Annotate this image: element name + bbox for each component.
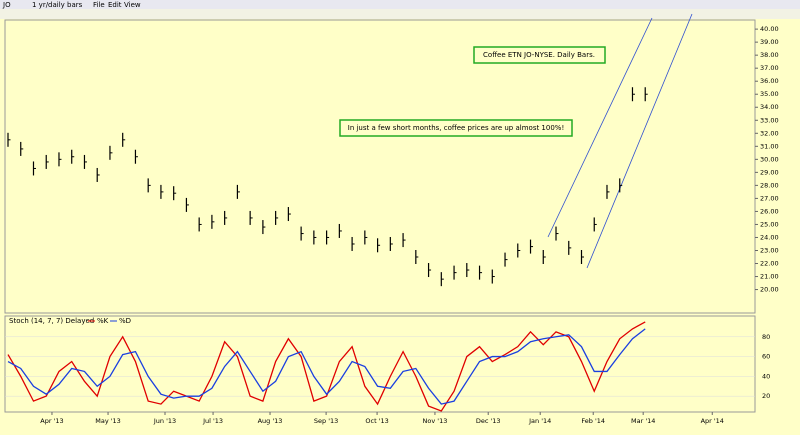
y-tick-label: 36.00 (760, 77, 779, 85)
y-tick-label: 32.00 (760, 129, 779, 137)
x-tick-label: Jun '13 (153, 417, 176, 425)
y-tick-label: 26.00 (760, 207, 779, 215)
legend-label: %K (97, 317, 109, 325)
y-tick-label: 34.00 (760, 103, 779, 111)
trend-line (586, 13, 693, 269)
y-tick-label: 23.00 (760, 246, 779, 254)
x-tick-label: May '13 (95, 417, 121, 425)
x-tick-label: Sep '13 (314, 417, 338, 425)
y-tick-label: 29.00 (760, 168, 779, 176)
y-tick-label: 37.00 (760, 64, 779, 72)
y-tick-label: 21.00 (760, 273, 779, 281)
menu-view[interactable]: View (124, 1, 141, 9)
y-tick-label: 25.00 (760, 220, 779, 228)
price-pane (4, 19, 756, 314)
x-tick-label: Apr '14 (701, 417, 724, 425)
period-menu[interactable]: 1 yr/daily bars (32, 1, 83, 9)
x-tick-label: Oct '13 (365, 417, 388, 425)
symbol[interactable]: JO (2, 1, 11, 9)
y-tick-label: 38.00 (760, 51, 779, 59)
trend-line (547, 17, 653, 238)
y-tick-label: 40.00 (760, 25, 779, 33)
x-tick-label: Jan '14 (528, 417, 551, 425)
y-tick-label: 20.00 (760, 286, 779, 294)
annotation-box (473, 46, 606, 64)
y-tick-label: 24.00 (760, 233, 779, 241)
menu-edit[interactable]: Edit (108, 1, 122, 9)
x-tick-label: Jul '13 (202, 417, 223, 425)
y-tick-label: 33.00 (760, 116, 779, 124)
y-tick-label: 28.00 (760, 181, 779, 189)
indicator-tick-label: 80 (762, 333, 770, 341)
menu-file[interactable]: File (93, 1, 105, 9)
menu-bar (0, 0, 800, 9)
x-tick-label: Mar '14 (631, 417, 655, 425)
annotation: In just a few short months, coffee price… (348, 124, 565, 132)
indicator-pane (4, 315, 756, 413)
y-tick-label: 30.00 (760, 155, 779, 163)
indicator-tick-label: 40 (762, 372, 770, 380)
indicator-tick-label: 60 (762, 353, 770, 361)
y-tick-label: 31.00 (760, 142, 779, 150)
x-tick-label: Aug '13 (258, 417, 283, 425)
annotation: Coffee ETN JO-NYSE. Daily Bars. (483, 51, 595, 59)
x-tick-label: Dec '13 (476, 417, 501, 425)
x-tick-label: Apr '13 (40, 417, 63, 425)
tool-bar (0, 9, 800, 19)
indicator-title: Stoch (14, 7, 7) Delayed (9, 317, 94, 325)
y-tick-label: 22.00 (760, 260, 779, 268)
x-tick-label: Feb '14 (581, 417, 605, 425)
y-tick-label: 27.00 (760, 194, 779, 202)
y-tick-label: 39.00 (760, 38, 779, 46)
annotation-box (339, 119, 573, 137)
indicator-line (7, 328, 646, 405)
indicator-tick-label: 20 (762, 392, 770, 400)
x-tick-label: Nov '13 (423, 417, 448, 425)
y-tick-label: 35.00 (760, 90, 779, 98)
legend-label: %D (119, 317, 131, 325)
